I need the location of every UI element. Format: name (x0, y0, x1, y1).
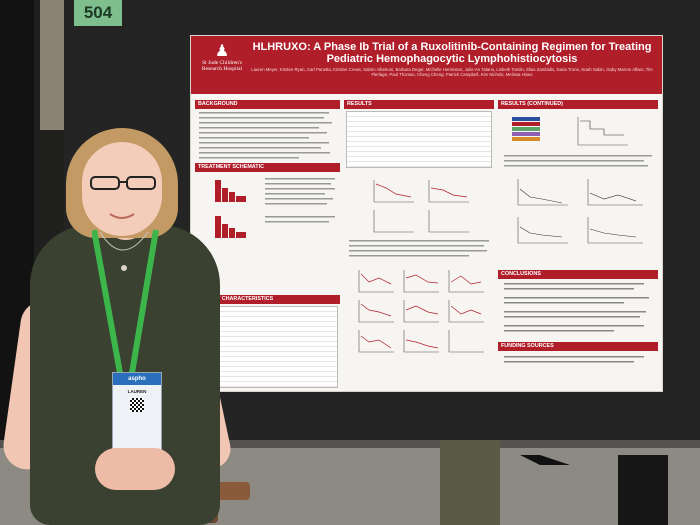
section-results-heading: RESULTS (344, 100, 494, 109)
section-conclusions-heading: CONCLUSIONS (498, 270, 658, 279)
poster-header: ♟ St Jude Children's Research Hospital H… (191, 36, 662, 94)
section-patient-heading: PATIENT CHARACTERISTICS (195, 295, 340, 304)
results-table (346, 111, 492, 168)
name-badge: aspho LAUREN (112, 372, 162, 456)
results-continued-plots (504, 117, 652, 244)
badge-qr-code (130, 398, 144, 412)
patient-characteristics-table (197, 306, 338, 388)
poster-column-right: RESULTS (CONTINUED) CONCLUSIONS (498, 100, 658, 376)
poster-column-middle: RESULTS (344, 100, 494, 385)
treatment-schematic-graphic (215, 178, 335, 238)
funding-text (504, 356, 644, 363)
presenter-hands (95, 448, 175, 490)
background-text-lines (199, 112, 332, 159)
hospital-logo: ♟ St Jude Children's Research Hospital (197, 44, 247, 88)
poster-title: HLHRUXO: A Phase Ib Trial of a Ruxolitin… (247, 41, 657, 65)
section-treatment-heading: TREATMENT SCHEMATIC (195, 163, 340, 172)
background-text-block (195, 109, 340, 163)
glasses-icon (90, 176, 156, 190)
badge-org: aspho (113, 373, 161, 385)
section-background-heading: BACKGROUND (195, 100, 340, 109)
poster-authors: Lauren Meyer, Kristen Ryan, Carl Panetta… (251, 67, 653, 78)
research-poster: ♟ St Jude Children's Research Hospital H… (191, 36, 662, 391)
badge-name: LAUREN (127, 389, 147, 394)
section-funding-heading: FUNDING SOURCES (498, 342, 658, 351)
poster-title-line-1: HLHRUXO: A Phase Ib Trial of a Ruxolitin… (252, 41, 652, 53)
results-plots (349, 180, 489, 353)
poster-column-left: BACKGROUND TREATMENT SCHEMATIC (195, 100, 340, 390)
board-number-sign: 504 (74, 0, 122, 26)
poster-title-line-2: Pediatric Hemophagocytic Lymphohistiocyt… (326, 53, 578, 65)
conclusions-text (504, 283, 649, 332)
logo-figure-icon: ♟ (214, 43, 230, 60)
section-results-continued-heading: RESULTS (CONTINUED) (498, 100, 658, 109)
logo-text: St Jude Children's Research Hospital (201, 60, 243, 72)
lanyard (92, 229, 159, 374)
